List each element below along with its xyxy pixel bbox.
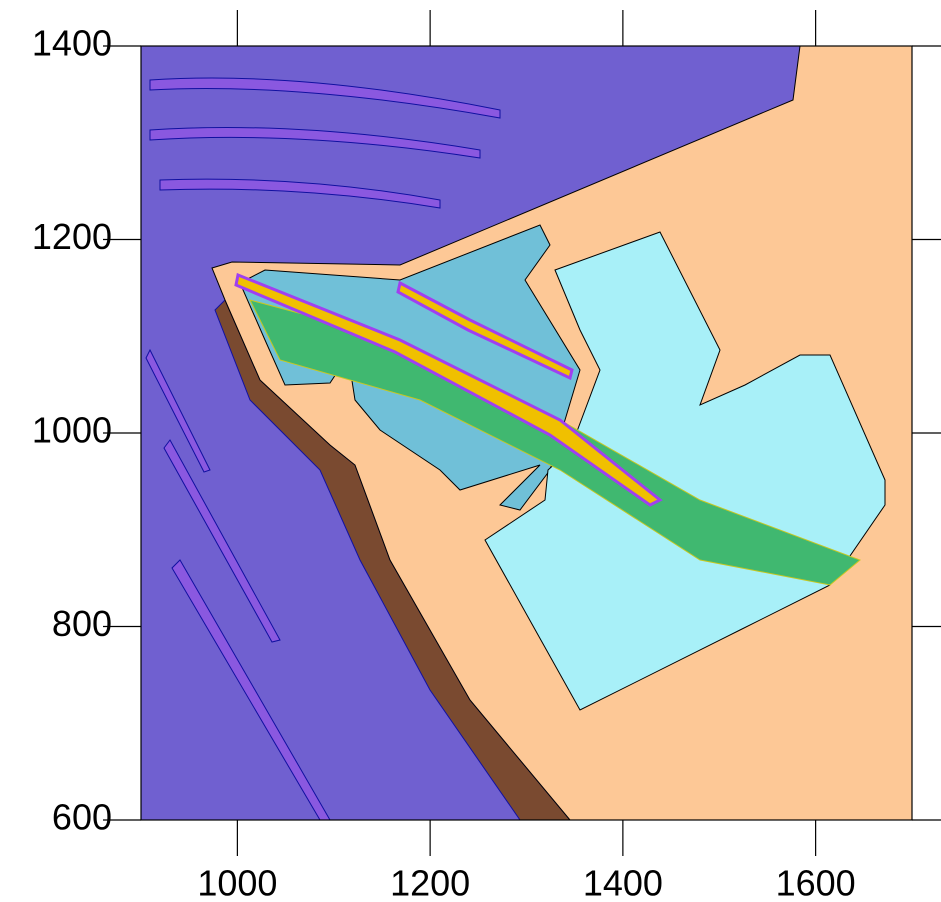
x-tick-label: 1600: [776, 863, 856, 902]
y-tick-label: 1200: [32, 216, 112, 257]
y-tick-label: 600: [52, 797, 112, 838]
contour-field: [141, 46, 912, 820]
y-tick-label: 1400: [32, 23, 112, 64]
x-tick-label: 1000: [197, 863, 277, 902]
x-tick-label: 1200: [390, 863, 470, 902]
chart: 1000 1200 1400 1600 600 800 1000 1200 1400: [0, 0, 941, 902]
y-tick-label: 1000: [32, 410, 112, 451]
x-tick-label: 1400: [583, 863, 663, 902]
y-tick-label: 800: [52, 603, 112, 644]
